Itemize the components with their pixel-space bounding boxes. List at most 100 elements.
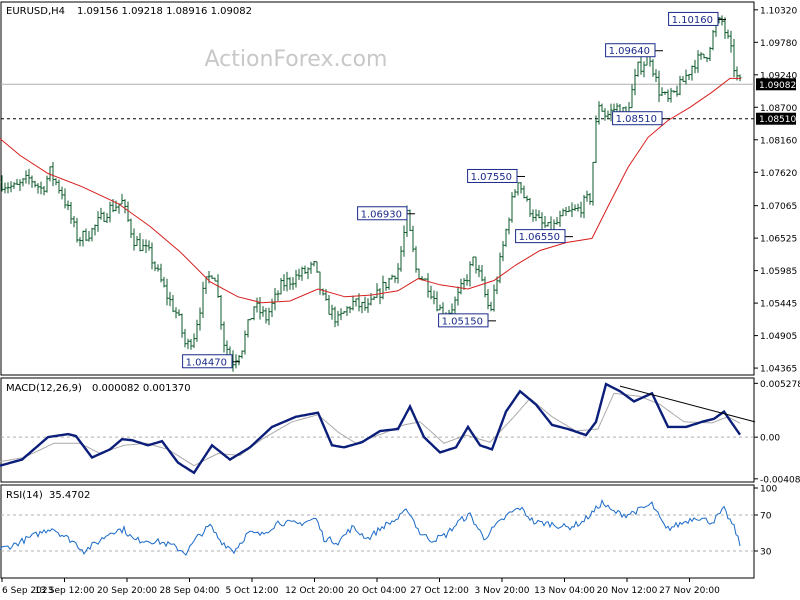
price-label-box: [605, 43, 656, 58]
ohlc-bar: [504, 228, 508, 247]
ohlc-bar: [312, 260, 316, 267]
price-label: 1.08510: [612, 111, 670, 126]
ohlc-bar: [300, 266, 304, 281]
ohlc-bar: [252, 306, 256, 321]
ohlc-bar: [465, 274, 469, 286]
ohlc-bar: [267, 307, 271, 326]
rsi-tick-label: 30: [760, 548, 772, 558]
moving-average-line: [0, 77, 741, 304]
ohlc-bar: [18, 179, 22, 192]
ohlc-bar: [495, 276, 499, 295]
ohlc-bar: [33, 180, 37, 188]
ohlc-bar: [396, 263, 400, 284]
ohlc-bar: [498, 252, 502, 284]
ohlc-bar: [9, 181, 13, 193]
price-label-text: 1.09640: [609, 46, 650, 57]
ohlc-bar: [258, 297, 262, 320]
ohlc-bar: [132, 228, 136, 251]
time-tick-label: 27 Nov 20:00: [659, 586, 720, 596]
price-label: 1.04470: [182, 354, 240, 369]
ohlc-bar: [489, 301, 493, 312]
ohlc-bar: [66, 200, 70, 211]
ohlc-bar: [195, 319, 199, 342]
ohlc-bar: [123, 199, 127, 214]
ohlc-bar: [480, 265, 484, 282]
ohlc-bar: [138, 232, 142, 252]
price-label-box: [467, 168, 518, 183]
ohlc-bar: [687, 74, 691, 80]
macd-tick-label: -0.004087: [760, 475, 800, 485]
ohlc-bar: [663, 91, 667, 95]
ohlc-bar: [573, 204, 577, 211]
ohlc-bar: [264, 307, 268, 324]
ohlc-bar: [525, 195, 529, 202]
ohlc-bar: [609, 103, 613, 122]
ohlc-bar: [303, 265, 307, 275]
macd-panel[interactable]: [0, 377, 755, 483]
price-label: 1.05150: [438, 313, 496, 328]
time-tick-label: 28 Sep 04:00: [159, 586, 219, 596]
chart-ohlc: 1.09156 1.09218 1.08916 1.09082: [77, 6, 252, 17]
ohlc-bar: [417, 268, 421, 280]
ohlc-bar: [378, 288, 382, 305]
ohlc-bar: [432, 290, 436, 305]
rsi-tick-label: 70: [760, 512, 772, 522]
ohlc-bar: [150, 242, 154, 270]
ohlc-bar: [642, 61, 646, 78]
ohlc-bar: [732, 38, 736, 78]
price-label: 1.09640: [605, 43, 663, 58]
time-tick-label: 3 Nov 20:00: [475, 586, 530, 596]
ohlc-bar: [189, 339, 193, 350]
ohlc-bar: [81, 230, 85, 247]
ohlc-bar: [384, 281, 388, 291]
ohlc-bar: [588, 192, 592, 205]
ohlc-bar: [537, 210, 541, 219]
ohlc-bar: [330, 304, 334, 320]
ohlc-bar: [669, 87, 673, 103]
ohlc-bar: [570, 202, 574, 217]
macd-tick-label: 0.005278: [760, 380, 800, 390]
ohlc-bar: [585, 190, 589, 202]
ohlc-bar: [255, 297, 259, 313]
price-label-box: [438, 313, 489, 328]
ohlc-bar: [285, 271, 289, 292]
price-label: 1.06930: [357, 206, 415, 221]
ohlc-bar: [492, 284, 496, 312]
price-label: 1.07550: [467, 168, 525, 183]
ohlc-bar: [51, 162, 55, 187]
support-price-tag: 1.08510: [759, 115, 796, 125]
ohlc-bar: [354, 298, 358, 307]
price-tick-label: 1.07620: [760, 169, 797, 179]
ohlc-bar: [411, 225, 415, 253]
price-tick-label: 1.04365: [760, 365, 797, 375]
ohlc-bar: [594, 115, 598, 163]
ohlc-bar: [141, 239, 145, 251]
ohlc-bar: [186, 338, 190, 350]
ohlc-bar: [720, 15, 724, 26]
price-label-box: [357, 206, 408, 221]
ohlc-bar: [201, 281, 205, 318]
ohlc-bar: [399, 246, 403, 272]
ohlc-bar: [366, 298, 370, 313]
ohlc-bar: [246, 319, 250, 338]
price-panel[interactable]: [0, 1, 755, 376]
price-label: 1.10160: [668, 11, 726, 26]
ohlc-bar: [168, 291, 172, 307]
ohlc-bar: [336, 310, 340, 327]
price-label-text: 1.07550: [471, 172, 512, 183]
ohlc-bar: [501, 241, 505, 262]
rsi-value: 35.4702: [49, 490, 90, 501]
ohlc-bar: [135, 236, 139, 247]
price-label-text: 1.04470: [186, 357, 227, 368]
ohlc-bar: [351, 295, 355, 311]
ohlc-bar: [57, 179, 61, 194]
ohlc-bar: [555, 217, 559, 225]
ohlc-bar: [291, 277, 295, 290]
ohlc-bar: [708, 46, 712, 62]
ohlc-bar: [459, 278, 463, 295]
ohlc-bar: [600, 103, 604, 112]
rsi-line: [0, 498, 741, 556]
ohlc-bar: [243, 330, 247, 355]
ohlc-bar: [294, 269, 298, 288]
